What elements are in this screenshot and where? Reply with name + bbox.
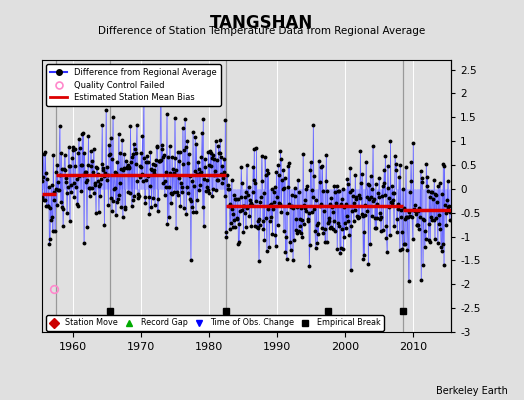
Legend: Station Move, Record Gap, Time of Obs. Change, Empirical Break: Station Move, Record Gap, Time of Obs. C… [46,315,384,331]
Text: Difference of Station Temperature Data from Regional Average: Difference of Station Temperature Data f… [99,26,425,36]
Text: Berkeley Earth: Berkeley Earth [436,386,508,396]
Text: TANGSHAN: TANGSHAN [210,14,314,32]
